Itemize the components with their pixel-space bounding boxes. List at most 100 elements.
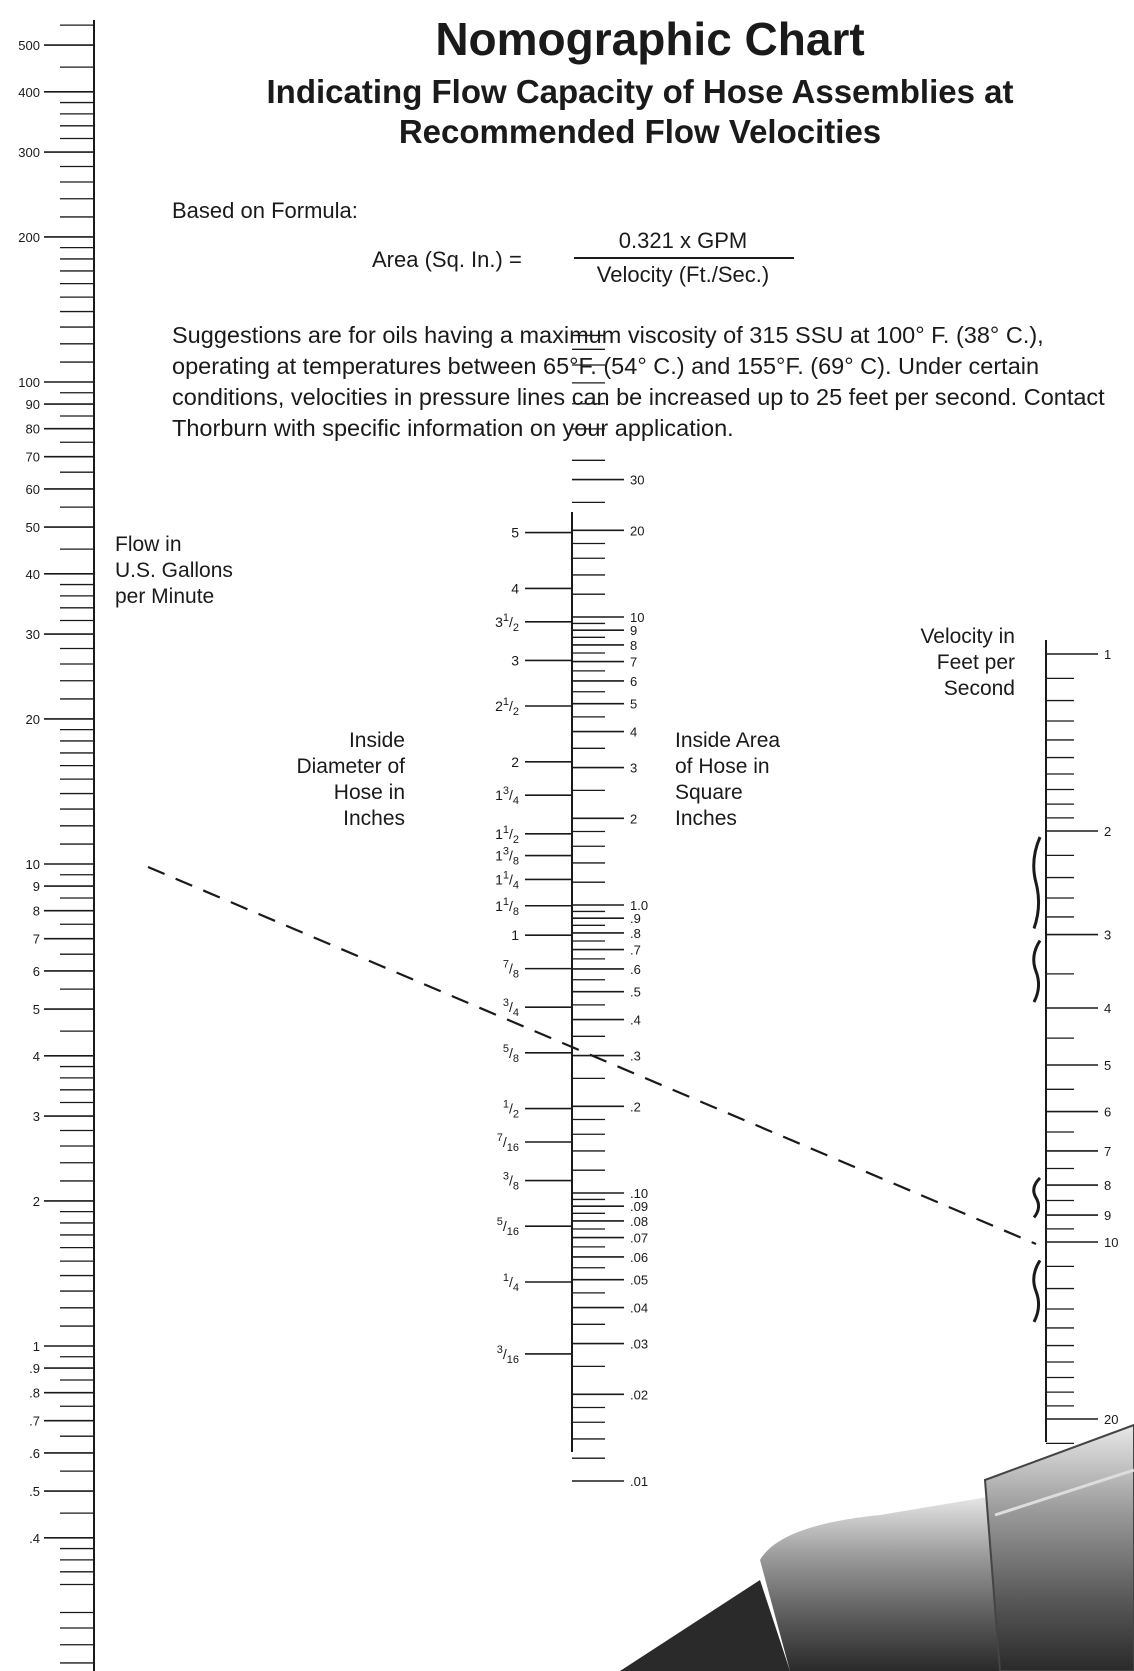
area-label-line: Square bbox=[675, 781, 743, 804]
area-label-line: of Hose in bbox=[675, 755, 770, 778]
velocity-range-bracket bbox=[1032, 939, 1042, 1003]
diameter-tick-label: 13/8 bbox=[495, 846, 519, 868]
flow-tick-label: 70 bbox=[26, 450, 40, 465]
example-dashed-line bbox=[147, 865, 1037, 1246]
flow-axis-label: Flow in U.S. Gallons per Minute bbox=[115, 532, 233, 610]
diameter-tick-label: 3/16 bbox=[497, 1344, 519, 1366]
hose-fitting-photo bbox=[620, 1423, 1134, 1671]
flow-tick-label: 20 bbox=[26, 712, 40, 727]
flow-tick-label: 400 bbox=[18, 85, 40, 100]
area-tick-label: 10 bbox=[630, 610, 644, 625]
flow-tick-label: 9 bbox=[33, 879, 40, 894]
flow-tick-label: 100 bbox=[18, 375, 40, 390]
area-tick-label: 20 bbox=[630, 523, 644, 538]
area-tick-label: 4 bbox=[630, 725, 637, 740]
diameter-tick-label: 2 bbox=[511, 754, 519, 770]
diameter-tick-label: 3/4 bbox=[503, 997, 519, 1019]
area-tick-label: .06 bbox=[630, 1250, 648, 1265]
diameter-tick-label: 7/16 bbox=[497, 1132, 519, 1154]
velocity-tick-label: 6 bbox=[1104, 1105, 1111, 1120]
flow-tick-label: .5 bbox=[29, 1484, 40, 1499]
area-tick-label: 3 bbox=[630, 761, 637, 776]
flow-tick-label: 6 bbox=[33, 964, 40, 979]
flow-tick-label: .7 bbox=[29, 1414, 40, 1429]
area-tick-label: 6 bbox=[630, 674, 637, 689]
page-title: Nomographic Chart bbox=[435, 13, 865, 65]
area-tick-label: .9 bbox=[630, 911, 641, 926]
flow-tick-label: 30 bbox=[26, 627, 40, 642]
area-tick-label: .7 bbox=[630, 943, 641, 958]
area-tick-label: .05 bbox=[630, 1273, 648, 1288]
area-axis-label: Inside Area of Hose in Square Inches bbox=[675, 728, 780, 832]
area-tick-label: .08 bbox=[630, 1214, 648, 1229]
area-tick-label: .02 bbox=[630, 1387, 648, 1402]
flow-tick-label: 60 bbox=[26, 482, 40, 497]
velocity-range-bracket bbox=[1032, 1176, 1042, 1219]
flow-tick-label: 200 bbox=[18, 230, 40, 245]
diameter-tick-label: 7/8 bbox=[503, 959, 519, 981]
area-tick-label: 30 bbox=[630, 473, 644, 488]
diameter-tick-label: 13/4 bbox=[495, 785, 519, 807]
area-tick-label: 7 bbox=[630, 655, 637, 670]
flow-tick-label: 90 bbox=[26, 397, 40, 412]
flow-tick-label: 7 bbox=[33, 932, 40, 947]
velocity-tick-label: 4 bbox=[1104, 1001, 1111, 1016]
flow-tick-label: 1 bbox=[33, 1339, 40, 1354]
flow-tick-label: 10 bbox=[26, 857, 40, 872]
diameter-tick-label: 11/4 bbox=[495, 869, 519, 891]
area-tick-label: .09 bbox=[630, 1199, 648, 1214]
diameter-tick-label: 1/4 bbox=[503, 1272, 519, 1294]
area-label-line: Inside Area bbox=[675, 729, 781, 752]
velocity-range-bracket bbox=[1032, 1259, 1042, 1323]
flow-label-line: per Minute bbox=[115, 585, 215, 608]
velocity-tick-label: 2 bbox=[1104, 824, 1111, 839]
flow-tick-label: 2 bbox=[33, 1194, 40, 1209]
flow-label-line: Flow in bbox=[115, 533, 182, 556]
velocity-tick-label: 1 bbox=[1104, 647, 1111, 662]
flow-tick-label: .4 bbox=[29, 1531, 40, 1546]
area-tick-label: .04 bbox=[630, 1301, 648, 1316]
area-tick-label: 8 bbox=[630, 638, 637, 653]
diameter-tick-label: 21/2 bbox=[495, 696, 519, 718]
flow-tick-label: 80 bbox=[26, 422, 40, 437]
velocity-tick-label: 8 bbox=[1104, 1178, 1111, 1193]
area-tick-label: 2 bbox=[630, 811, 637, 826]
area-tick-label: .10 bbox=[630, 1186, 648, 1201]
area-tick-label: .07 bbox=[630, 1231, 648, 1246]
flow-label-line: U.S. Gallons bbox=[115, 559, 233, 582]
velocity-tick-label: 7 bbox=[1104, 1144, 1111, 1159]
diameter-tick-label: 11/8 bbox=[495, 896, 519, 918]
area-tick-label: .03 bbox=[630, 1337, 648, 1352]
flow-tick-label: 8 bbox=[33, 904, 40, 919]
flow-tick-label: 5 bbox=[33, 1002, 40, 1017]
diameter-tick-label: 5/16 bbox=[497, 1216, 519, 1238]
area-tick-label: .01 bbox=[630, 1474, 648, 1489]
velocity-tick-label: 10 bbox=[1104, 1235, 1118, 1250]
diameter-label-line: Diameter of bbox=[296, 755, 405, 778]
diameter-tick-label: 3 bbox=[511, 652, 519, 668]
subtitle-line-1: Indicating Flow Capacity of Hose Assembl… bbox=[266, 73, 1014, 110]
velocity-label-line: Feet per bbox=[936, 651, 1015, 674]
velocity-tick-label: 20 bbox=[1104, 1412, 1118, 1427]
diameter-label-line: Inches bbox=[343, 807, 405, 830]
diameter-tick-label: 3/8 bbox=[503, 1171, 519, 1193]
area-label-line: Inches bbox=[675, 807, 737, 830]
area-tick-label: .5 bbox=[630, 985, 641, 1000]
diameter-tick-label: 4 bbox=[511, 580, 519, 596]
diameter-label-line: Hose in bbox=[333, 781, 405, 804]
velocity-tick-label: 5 bbox=[1104, 1058, 1111, 1073]
diameter-tick-label: 11/2 bbox=[495, 824, 519, 846]
diameter-tick-label: 31/2 bbox=[495, 612, 519, 634]
area-tick-label: 1.0 bbox=[630, 898, 648, 913]
area-tick-label: 9 bbox=[630, 623, 637, 638]
area-tick-label: .3 bbox=[630, 1049, 641, 1064]
subtitle-line-2: Recommended Flow Velocities bbox=[398, 113, 882, 150]
flow-tick-label: 3 bbox=[33, 1109, 40, 1124]
flow-tick-label: 40 bbox=[26, 567, 40, 582]
flow-tick-label: 300 bbox=[18, 145, 40, 160]
flow-tick-label: 500 bbox=[18, 38, 40, 53]
velocity-label-line: Second bbox=[943, 677, 1015, 700]
flow-tick-label: 4 bbox=[33, 1049, 40, 1064]
formula-lhs: Area (Sq. In.) = bbox=[372, 247, 522, 272]
diameter-tick-label: 5/8 bbox=[503, 1043, 519, 1065]
